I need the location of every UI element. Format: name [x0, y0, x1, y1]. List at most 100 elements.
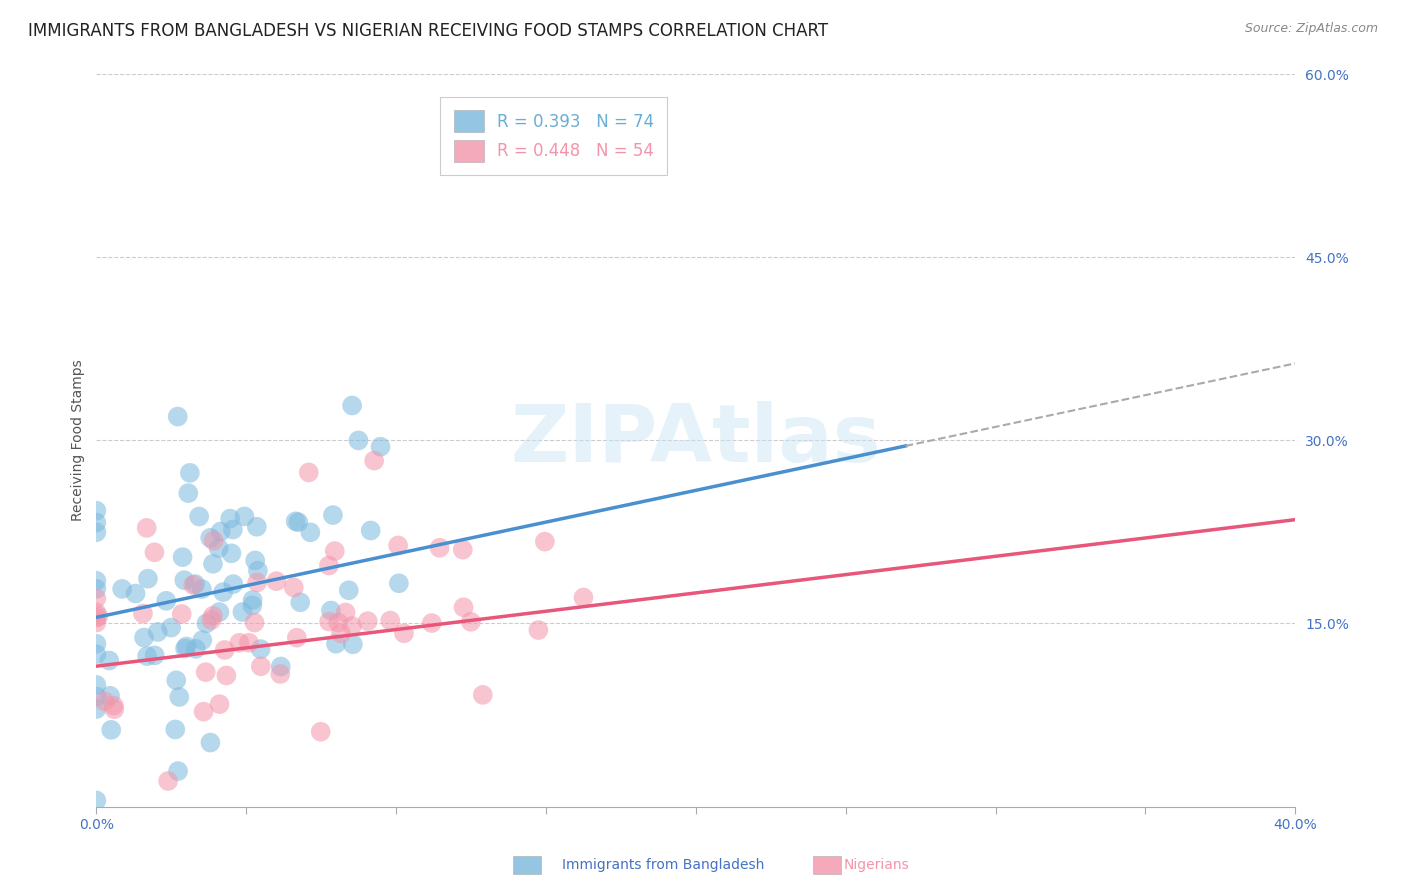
Point	[370, 440, 392, 454]
Legend: R = 0.393   N = 74, R = 0.448   N = 54: R = 0.393 N = 74, R = 0.448 N = 54	[440, 97, 668, 175]
Point	[208, 541, 231, 555]
Point	[250, 659, 273, 673]
Point	[299, 525, 322, 540]
Text: IMMIGRANTS FROM BANGLADESH VS NIGERIAN RECEIVING FOOD STAMPS CORRELATION CHART: IMMIGRANTS FROM BANGLADESH VS NIGERIAN R…	[28, 22, 828, 40]
Point	[193, 705, 215, 719]
Point	[309, 724, 332, 739]
Point	[124, 586, 146, 600]
Point	[100, 723, 122, 737]
Point	[136, 649, 159, 664]
Point	[240, 599, 263, 613]
Point	[86, 702, 108, 716]
Point	[86, 647, 108, 661]
Point	[534, 534, 557, 549]
Point	[200, 613, 222, 627]
Point	[166, 409, 188, 424]
Point	[284, 514, 307, 528]
Point	[287, 515, 309, 529]
Point	[285, 631, 308, 645]
Point	[200, 735, 222, 749]
Point	[86, 690, 108, 704]
Point	[86, 525, 108, 540]
Point	[86, 678, 108, 692]
Text: Nigerians: Nigerians	[844, 858, 910, 872]
Point	[215, 668, 238, 682]
Point	[98, 653, 121, 667]
Point	[86, 591, 108, 606]
Point	[86, 516, 108, 530]
Y-axis label: Receiving Food Stamps: Receiving Food Stamps	[72, 359, 86, 521]
Text: ZIPAtlas: ZIPAtlas	[510, 401, 882, 479]
Point	[135, 521, 157, 535]
Point	[290, 595, 312, 609]
Point	[233, 509, 256, 524]
Point	[86, 606, 108, 620]
Point	[194, 665, 217, 680]
Point	[143, 648, 166, 663]
Point	[246, 575, 269, 590]
Point	[460, 615, 482, 629]
Point	[328, 615, 350, 630]
Point	[157, 774, 180, 789]
Text: Immigrants from Bangladesh: Immigrants from Bangladesh	[562, 858, 765, 872]
Point	[298, 466, 321, 480]
Point	[208, 697, 231, 711]
Point	[103, 698, 125, 713]
Point	[98, 689, 121, 703]
Point	[191, 633, 214, 648]
Point	[453, 600, 475, 615]
Point	[93, 694, 115, 708]
Point	[335, 606, 357, 620]
Point	[249, 642, 271, 657]
Point	[283, 580, 305, 594]
Point	[325, 637, 347, 651]
Point	[357, 614, 380, 628]
Point	[347, 434, 370, 448]
Point	[136, 572, 159, 586]
Point	[243, 615, 266, 630]
Point	[572, 591, 595, 605]
Point	[167, 764, 190, 778]
Point	[198, 531, 221, 545]
Point	[184, 641, 207, 656]
Point	[242, 593, 264, 607]
Point	[388, 576, 411, 591]
Point	[318, 558, 340, 573]
Point	[181, 578, 204, 592]
Point	[172, 550, 194, 565]
Point	[165, 723, 187, 737]
Point	[323, 544, 346, 558]
Point	[392, 626, 415, 640]
Point	[191, 582, 214, 596]
Point	[322, 508, 344, 522]
Point	[103, 702, 125, 716]
Point	[214, 643, 236, 657]
Point	[340, 619, 363, 633]
Point	[342, 637, 364, 651]
Point	[176, 640, 198, 654]
Point	[155, 594, 177, 608]
Point	[380, 614, 402, 628]
Point	[86, 503, 108, 517]
Point	[132, 631, 155, 645]
Point	[246, 564, 269, 578]
Point	[201, 557, 224, 571]
Point	[143, 545, 166, 559]
Point	[420, 615, 443, 630]
Point	[160, 621, 183, 635]
Point	[451, 542, 474, 557]
Point	[238, 636, 260, 650]
Point	[86, 582, 108, 596]
Point	[527, 623, 550, 637]
Point	[188, 509, 211, 524]
Point	[208, 605, 231, 619]
Point	[111, 582, 134, 596]
Point	[266, 574, 288, 589]
Point	[174, 641, 197, 656]
Point	[201, 608, 224, 623]
Point	[184, 577, 207, 591]
Point	[195, 616, 218, 631]
Point	[246, 520, 269, 534]
Point	[222, 523, 245, 537]
Point	[231, 605, 253, 619]
